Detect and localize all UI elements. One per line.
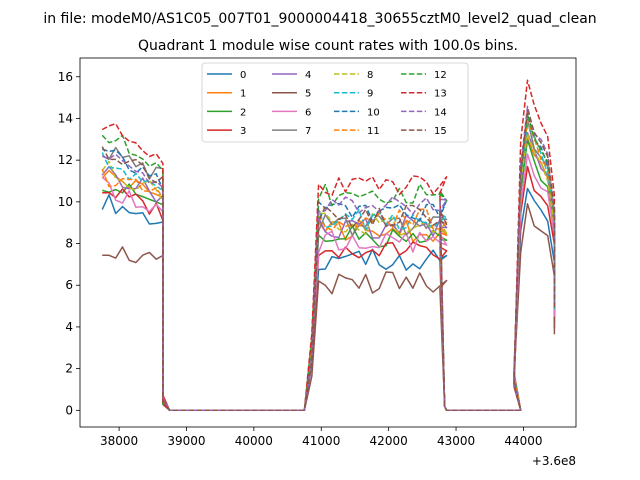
x-tick-label: 39000 <box>167 434 205 448</box>
y-tick-label: 6 <box>65 278 73 292</box>
series-line-14 <box>101 105 556 412</box>
x-tick-label: 38000 <box>100 434 138 448</box>
series-line-5 <box>102 203 556 412</box>
x-tick-label: 42000 <box>370 434 408 448</box>
series-line-2 <box>102 138 556 412</box>
legend-label-9: 9 <box>367 89 373 100</box>
plot-frame <box>79 57 577 428</box>
y-tick-label: 10 <box>58 195 73 209</box>
series-layer <box>101 79 556 412</box>
y-tick-label: 8 <box>65 237 73 251</box>
legend-label-5: 5 <box>305 89 311 100</box>
legend-box <box>201 62 469 143</box>
y-tick-label: 2 <box>65 362 73 376</box>
legend-label-0: 0 <box>240 70 246 81</box>
series-line-15 <box>101 108 556 412</box>
legend-label-7: 7 <box>305 126 311 137</box>
figure-suptitle: in file: modeM0/AS1C05_007T01_9000004418… <box>43 11 596 27</box>
series-line-9 <box>101 124 556 412</box>
x-tick-label: 41000 <box>302 434 340 448</box>
legend-label-14: 14 <box>434 107 447 118</box>
x-tick-label: 44000 <box>504 434 542 448</box>
series-line-0 <box>101 187 556 412</box>
legend-label-12: 12 <box>434 70 447 81</box>
legend-label-11: 11 <box>367 126 380 137</box>
legend-label-1: 1 <box>240 89 246 100</box>
y-tick-label: 4 <box>65 320 73 334</box>
legend-label-3: 3 <box>240 126 246 137</box>
series-line-1 <box>101 137 556 412</box>
x-offset-label: +3.6e8 <box>532 454 576 468</box>
series-line-8 <box>101 133 556 412</box>
x-tick-label: 40000 <box>235 434 273 448</box>
legend-label-4: 4 <box>305 70 311 81</box>
x-tick-label: 43000 <box>437 434 475 448</box>
legend-label-15: 15 <box>434 126 447 137</box>
legend-label-6: 6 <box>305 107 311 118</box>
legend-label-2: 2 <box>240 107 246 118</box>
legend-label-13: 13 <box>434 89 447 100</box>
y-tick-label: 14 <box>58 111 73 125</box>
series-line-11 <box>101 120 556 412</box>
y-tick-label: 0 <box>65 403 73 417</box>
axes-layer: 38000 39000 40000 41000 42000 43000 44000 0 2 4 6 8… <box>58 70 543 448</box>
series-line-6 <box>101 153 556 412</box>
y-tick-label: 16 <box>58 70 73 84</box>
series-line-4 <box>101 132 556 412</box>
legend-label-8: 8 <box>367 70 373 81</box>
plot-title: Quadrant 1 module wise count rates with … <box>138 38 518 54</box>
legend-label-10: 10 <box>367 107 380 118</box>
y-tick-label: 12 <box>58 153 73 167</box>
